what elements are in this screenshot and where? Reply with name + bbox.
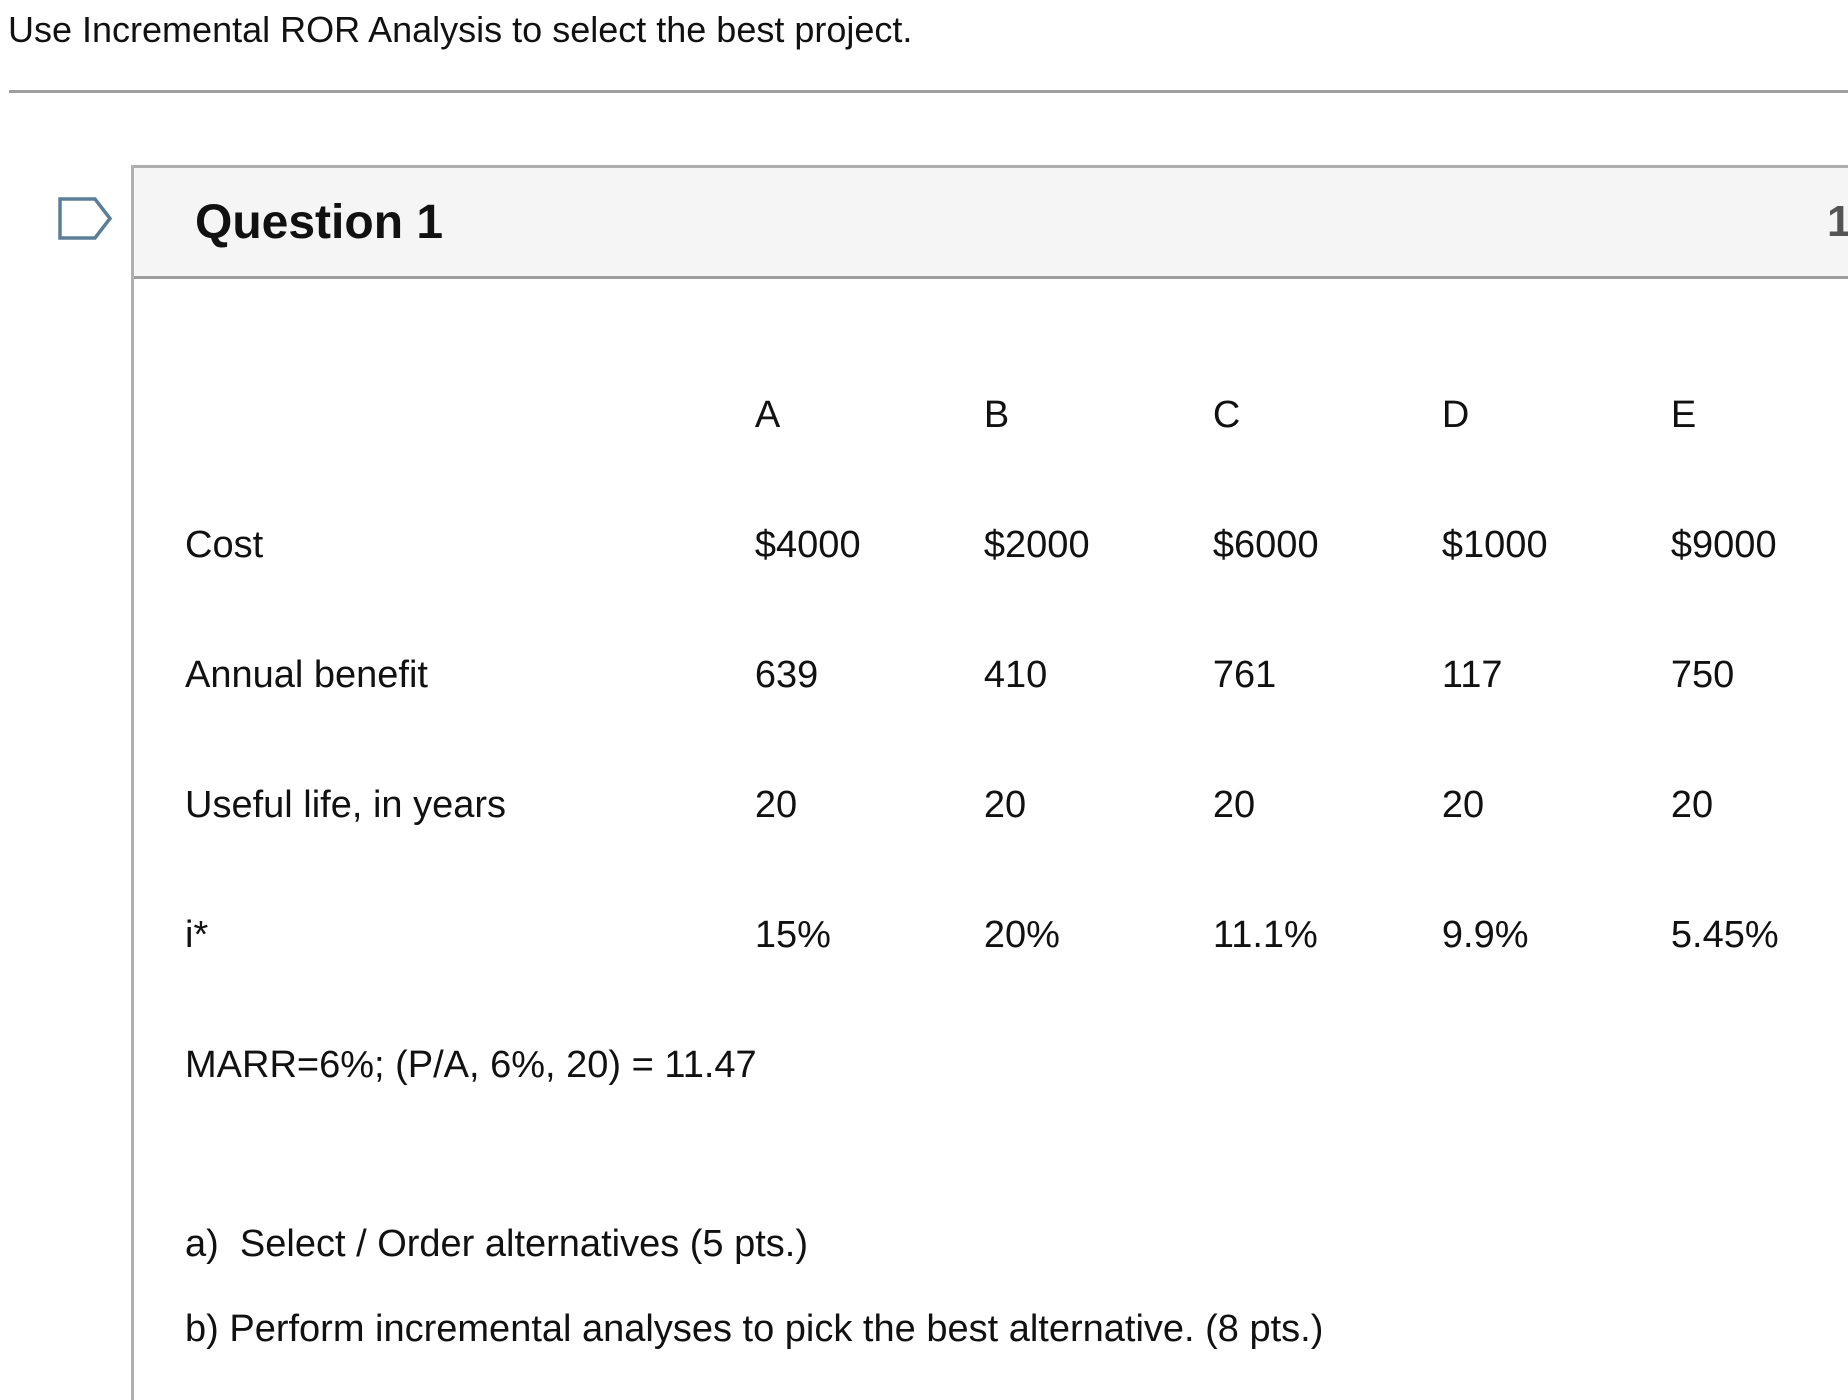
bookmark-flag-outline-icon — [58, 197, 113, 240]
cell: 20 — [1441, 783, 1485, 826]
row-label: i* — [185, 913, 209, 956]
corner-cell — [185, 350, 755, 480]
cell: 750 — [1670, 653, 1735, 696]
table-header-row: A B C D E — [185, 350, 1848, 480]
cell: $9000 — [1670, 523, 1777, 566]
marr-note: MARR=6%; (P/A, 6%, 20) = 11.47 — [185, 1044, 757, 1086]
cell: 11.1% — [1212, 913, 1318, 956]
col-header-a: A — [754, 393, 781, 436]
top-divider — [9, 90, 1848, 93]
table-row-cost: Cost $4000 $2000 $6000 $1000 $9000 — [185, 480, 1848, 610]
cell: $6000 — [1212, 523, 1319, 566]
question-header: Question 1 1 — [134, 165, 1848, 279]
cell: 20 — [983, 783, 1027, 826]
cell: $4000 — [754, 523, 861, 566]
table-row-istar: i* 15% 20% 11.1% 9.9% 5.45% — [185, 870, 1848, 1000]
alternatives-table: A B C D E Cost $4000 $2000 $6000 $1000 $… — [185, 350, 1848, 1000]
cell: 20 — [754, 783, 798, 826]
question-card: Question 1 1 A B C D E Cost $4000 $2000 … — [131, 165, 1848, 1400]
cell: 410 — [983, 653, 1048, 696]
col-header-d: D — [1441, 393, 1470, 436]
cell: 761 — [1212, 653, 1277, 696]
question-part-b: b) Perform incremental analyses to pick … — [185, 1308, 1324, 1350]
question-title: Question 1 — [195, 195, 444, 249]
flag-question-button[interactable] — [58, 197, 113, 240]
cell: $2000 — [983, 523, 1090, 566]
cell: 15% — [754, 913, 831, 956]
question-part-a: a) Select / Order alternatives (5 pts.) — [185, 1223, 809, 1265]
col-header-e: E — [1670, 393, 1697, 436]
row-label: Useful life, in years — [185, 783, 507, 826]
cell: 117 — [1441, 653, 1503, 696]
table-row-annual-benefit: Annual benefit 639 410 761 117 750 — [185, 610, 1848, 740]
table-row-useful-life: Useful life, in years 20 20 20 20 20 — [185, 740, 1848, 870]
cell: 5.45% — [1670, 913, 1779, 956]
quiz-instruction-text: Use Incremental ROR Analysis to select t… — [8, 9, 913, 50]
cell: 9.9% — [1441, 913, 1529, 956]
col-header-b: B — [983, 393, 1010, 436]
cell: 20 — [1670, 783, 1714, 826]
cell: $1000 — [1441, 523, 1548, 566]
cell: 639 — [754, 653, 819, 696]
cell: 20% — [983, 913, 1060, 956]
cell: 20 — [1212, 783, 1256, 826]
col-header-c: C — [1212, 393, 1241, 436]
row-label: Cost — [185, 523, 264, 566]
row-label: Annual benefit — [185, 653, 428, 696]
question-points-badge: 1 — [1827, 197, 1848, 246]
